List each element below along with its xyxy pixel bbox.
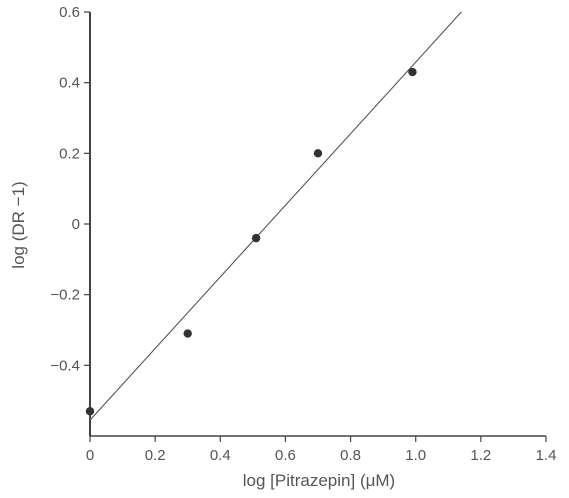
data-point	[183, 329, 192, 338]
y-tick-label: 0.2	[59, 145, 80, 162]
x-tick-label: 0.4	[210, 447, 231, 464]
ticks: 0 0.2 0.4 0.6 0.8 1.0 1.2 1.4 −0.4 −0.2 0 0.2 0.4 0.6	[50, 4, 556, 464]
axes	[89, 12, 546, 437]
y-axis-title: log (DR −1)	[9, 181, 28, 268]
data-point	[85, 407, 95, 416]
fit-line-layer	[89, 11, 462, 421]
x-tick-label: 0	[86, 447, 94, 464]
y-tick-label: 0.4	[59, 75, 80, 92]
x-tick-label: 0.6	[275, 447, 296, 464]
x-tick-label: 0.2	[145, 447, 166, 464]
data-point	[408, 67, 417, 77]
data-point	[251, 233, 261, 243]
y-tick-label: −0.2	[50, 287, 80, 304]
x-tick-label: 0.8	[340, 447, 361, 464]
y-tick-label: −0.4	[50, 357, 80, 374]
y-tick-label: 0	[72, 216, 80, 233]
data-point	[313, 149, 323, 158]
x-tick-label: 1.4	[536, 447, 557, 464]
x-tick-label: 1.2	[470, 447, 491, 464]
x-tick-label: 1.0	[405, 447, 426, 464]
y-tick-label: 0.6	[59, 4, 80, 21]
data-points	[85, 67, 417, 416]
fit-line	[89, 11, 462, 421]
x-axis-title: log [Pitrazepin] (μM)	[243, 471, 395, 490]
